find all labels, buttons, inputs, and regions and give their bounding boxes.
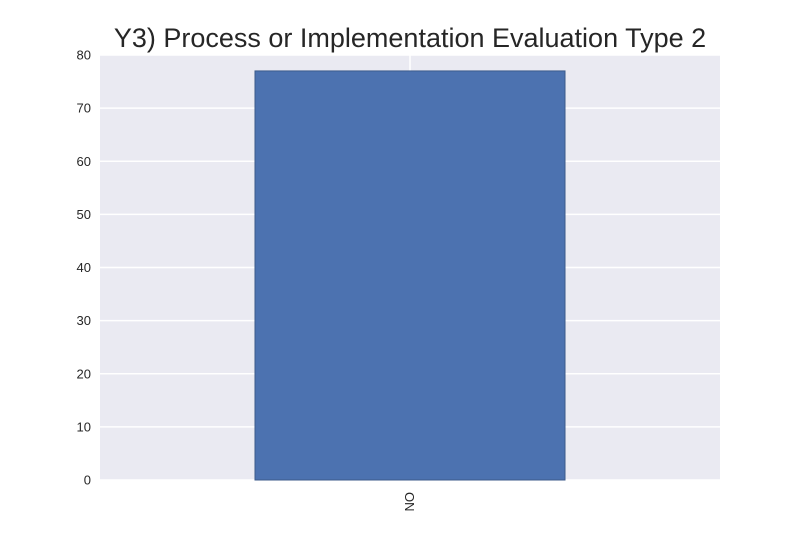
chart-title: Y3) Process or Implementation Evaluation… — [113, 23, 707, 53]
y-tick-label: 80 — [77, 48, 91, 63]
bar-no — [254, 70, 566, 481]
y-tick-label: 70 — [77, 101, 91, 116]
y-tick-label: 60 — [77, 154, 91, 169]
y-tick-label: 40 — [77, 260, 91, 275]
y-tick-label: 20 — [77, 366, 91, 381]
x-axis-ticks: NO — [402, 492, 417, 512]
bars — [254, 70, 566, 481]
y-tick-label: 0 — [84, 473, 91, 488]
y-axis-ticks: 0 10 20 30 40 50 60 70 80 — [77, 48, 91, 488]
y-tick-label: 10 — [77, 419, 91, 434]
y-tick-label: 50 — [77, 207, 91, 222]
x-tick-label: NO — [402, 492, 417, 512]
y-tick-label: 30 — [77, 313, 91, 328]
